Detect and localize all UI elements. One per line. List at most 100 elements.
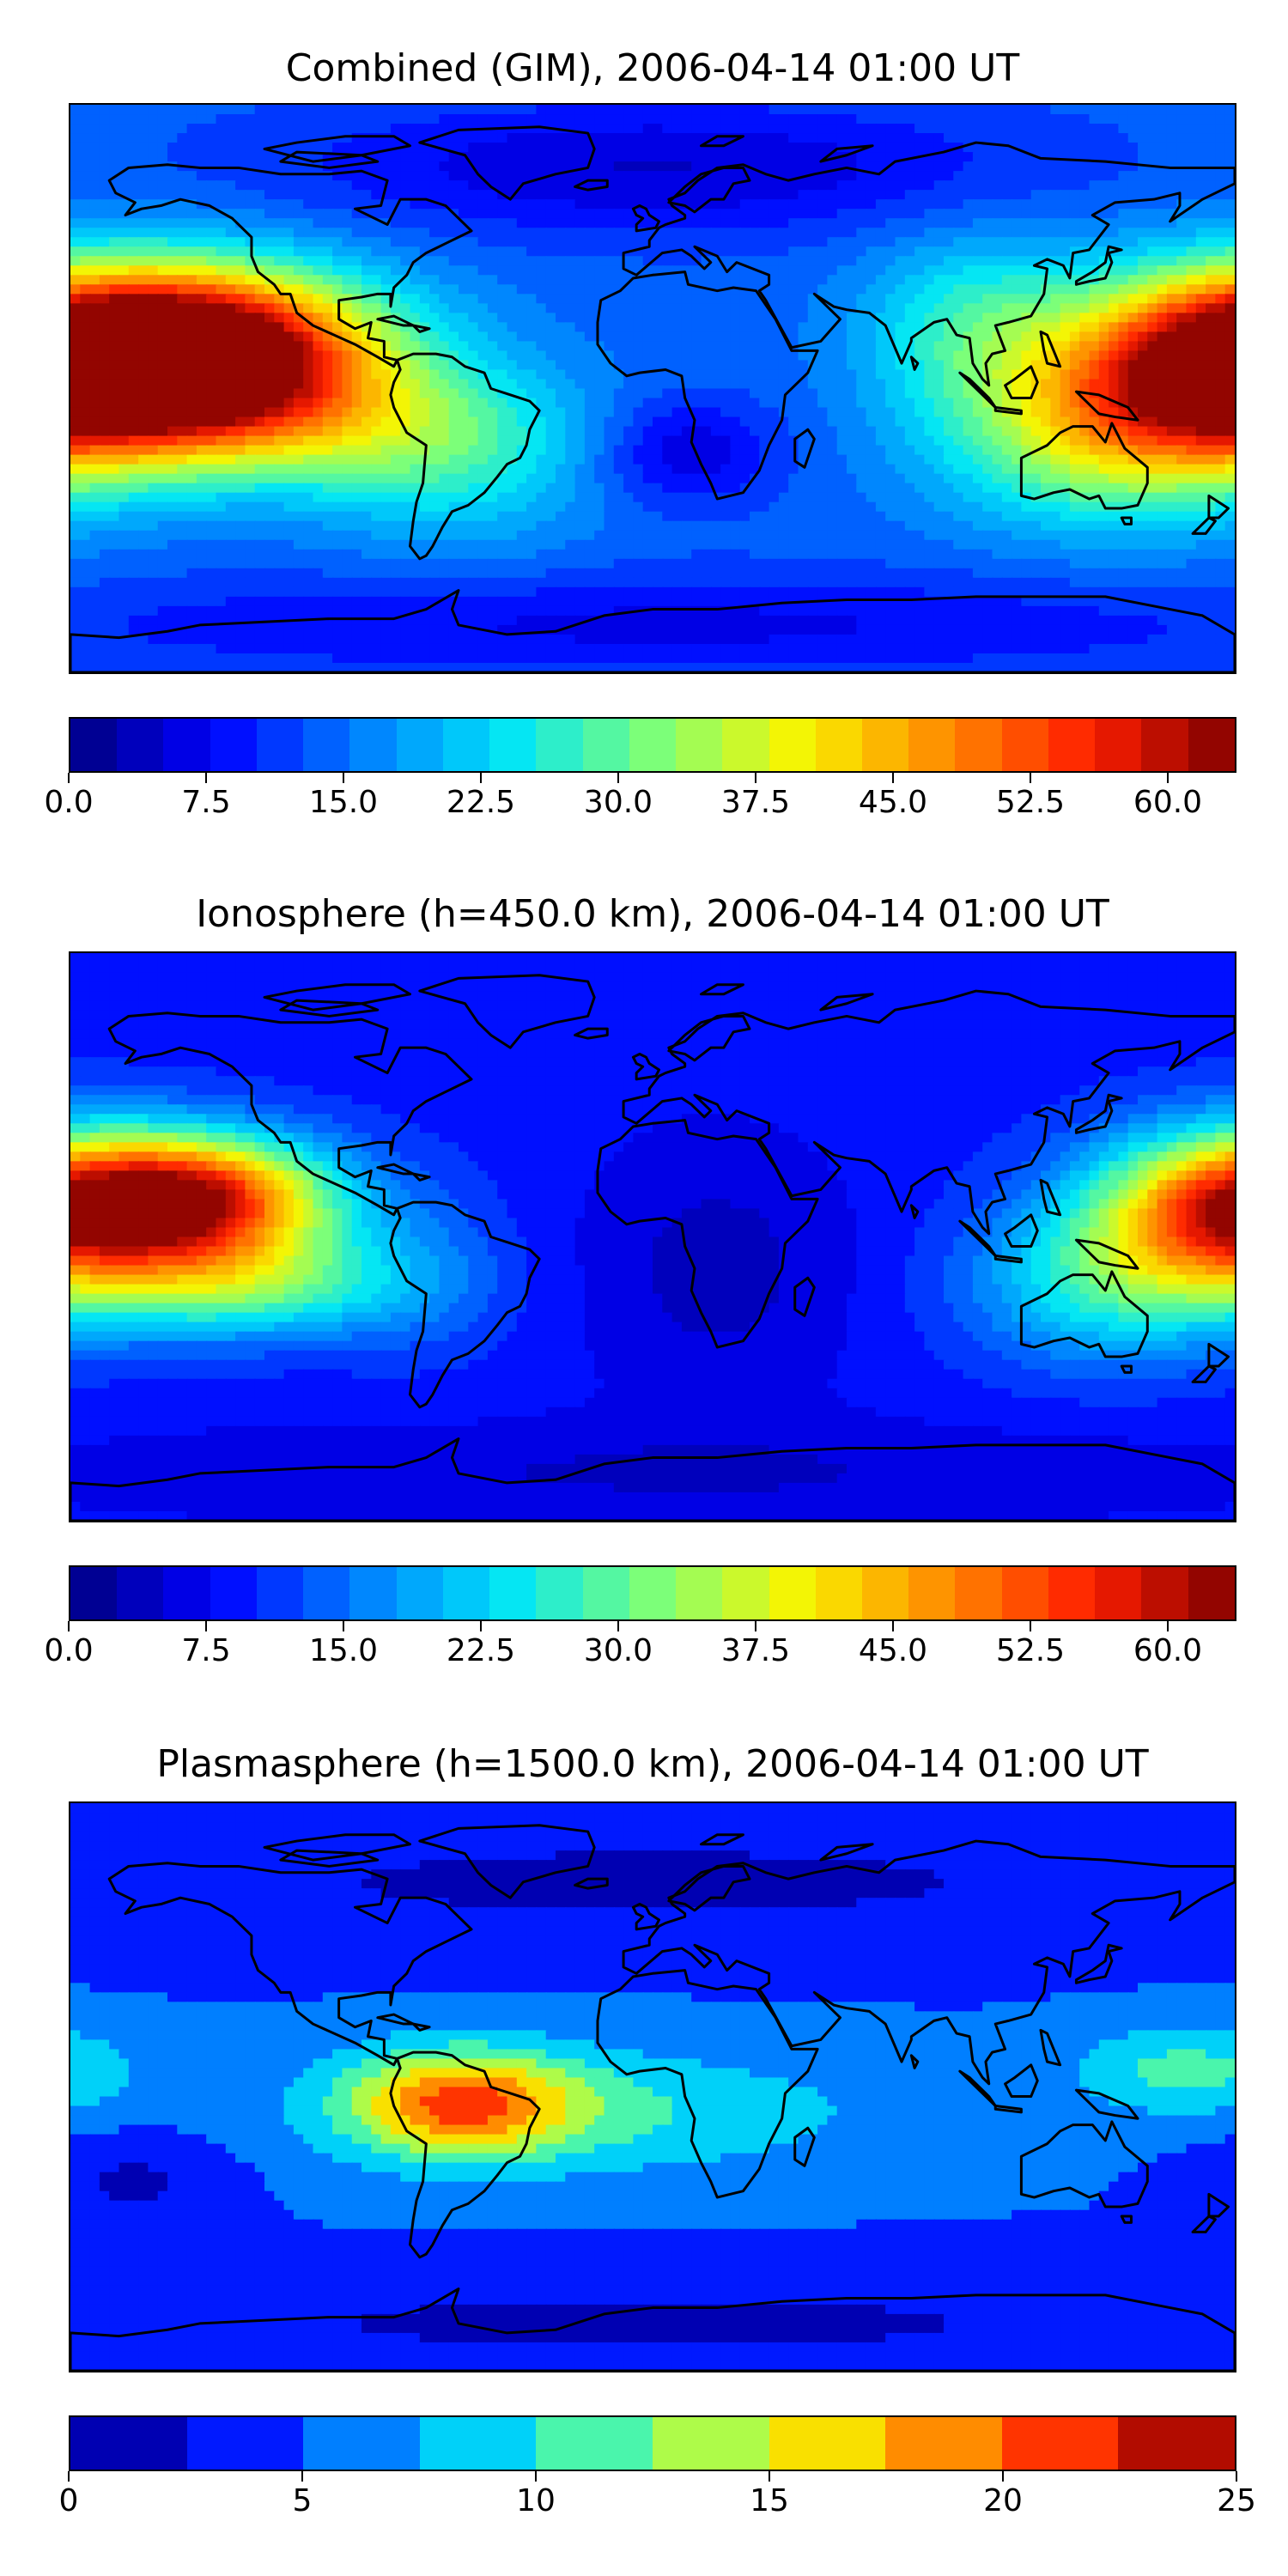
contour-cell: [739, 416, 751, 428]
contour-cell: [157, 218, 169, 229]
contour-cell: [827, 180, 838, 191]
contour-cell: [885, 228, 896, 239]
contour-cell: [739, 190, 751, 201]
contour-cell: [410, 199, 421, 210]
contour-cell: [429, 454, 440, 465]
contour-cell: [885, 303, 896, 314]
contour-cell: [933, 435, 945, 447]
contour-cell: [963, 435, 975, 447]
contour-cell: [633, 180, 644, 191]
contour-cell: [914, 398, 926, 409]
contour-cell: [1215, 473, 1226, 484]
contour-cell: [1060, 464, 1072, 475]
contour-cell: [526, 360, 538, 371]
contour-cell: [972, 152, 984, 163]
contour-cell: [99, 407, 111, 418]
contour-cell: [1089, 143, 1100, 154]
contour-cell: [856, 256, 867, 267]
contour-cell: [507, 407, 518, 418]
contour-cell: [109, 322, 120, 333]
contour-cell: [148, 454, 159, 465]
contour-cell: [681, 416, 693, 428]
contour-cell: [691, 313, 702, 324]
contour-cell: [1069, 407, 1081, 418]
contour-cell: [914, 388, 926, 399]
contour-cell: [293, 180, 305, 191]
contour-cell: [254, 313, 266, 324]
contour-cell: [1001, 473, 1013, 484]
contour-cell: [788, 265, 799, 276]
contour-cell: [332, 416, 343, 428]
contour-cell: [313, 265, 324, 276]
contour-cell: [885, 369, 896, 380]
contour-cell: [264, 199, 276, 210]
contour-cell: [633, 105, 644, 116]
contour-cell: [1021, 256, 1032, 267]
contour-cell: [924, 416, 935, 428]
contour-cell: [944, 331, 955, 343]
contour-cell: [216, 464, 227, 475]
contour-cell: [196, 341, 208, 352]
contour-cell: [439, 218, 450, 229]
contour-cell: [177, 256, 188, 267]
contour-cell: [574, 379, 586, 390]
world-map: [70, 105, 1235, 672]
contour-cell: [1224, 379, 1235, 390]
contour-cell: [157, 105, 169, 116]
contour-cell: [1069, 190, 1081, 201]
contour-cell: [1157, 228, 1169, 239]
contour-cell: [1021, 331, 1032, 343]
contour-cell: [613, 161, 625, 173]
contour-cell: [788, 190, 799, 201]
contour-cell: [371, 161, 382, 173]
contour-cell: [186, 294, 198, 305]
contour-cell: [439, 379, 450, 390]
contour-cell: [662, 454, 673, 465]
contour-cell: [419, 379, 431, 390]
contour-cell: [847, 180, 858, 191]
contour-cell: [1012, 180, 1023, 191]
contour-cell: [70, 473, 82, 484]
contour-cell: [992, 105, 1003, 116]
contour-cell: [1166, 171, 1178, 182]
contour-cell: [807, 199, 819, 210]
contour-cell: [235, 265, 246, 276]
contour-cell: [109, 388, 120, 399]
contour-cell: [148, 265, 159, 276]
contour-cell: [283, 388, 295, 399]
contour-cell: [371, 492, 382, 503]
contour-cell: [206, 313, 217, 324]
contour-cell: [856, 171, 867, 182]
contour-cell: [769, 190, 781, 201]
contour-cell: [206, 483, 217, 494]
contour-cell: [671, 228, 683, 239]
contour-cell: [109, 124, 120, 135]
contour-cell: [235, 473, 246, 484]
contour-cell: [526, 473, 538, 484]
contour-cell: [138, 416, 149, 428]
contour-cell: [604, 313, 615, 324]
contour-cell: [186, 209, 198, 220]
contour-cell: [847, 379, 858, 390]
contour-cell: [982, 473, 993, 484]
contour-cell: [963, 464, 975, 475]
contour-cell: [933, 322, 945, 333]
contour-cell: [138, 483, 149, 494]
contour-cell: [1138, 398, 1149, 409]
contour-cell: [1195, 407, 1207, 418]
contour-cell: [933, 275, 945, 286]
contour-cell: [759, 473, 770, 484]
contour-cell: [410, 407, 421, 418]
contour-cell: [827, 294, 838, 305]
contour-cell: [633, 341, 644, 352]
contour-cell: [157, 341, 169, 352]
contour-cell: [924, 228, 935, 239]
contour-cell: [468, 265, 479, 276]
contour-cell: [604, 369, 615, 380]
contour-cell: [750, 322, 761, 333]
contour-cell: [613, 483, 625, 494]
contour-cell: [1176, 124, 1188, 135]
contour-cell: [468, 388, 479, 399]
contour-cell: [235, 171, 246, 182]
contour-cell: [225, 492, 237, 503]
